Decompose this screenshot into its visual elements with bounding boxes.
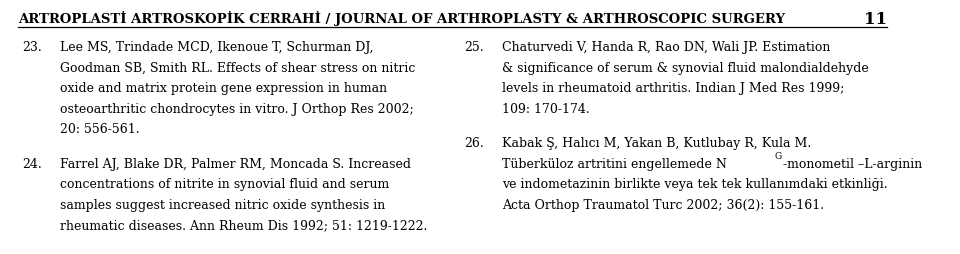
Text: osteoarthritic chondrocytes in vitro. J Orthop Res 2002;: osteoarthritic chondrocytes in vitro. J … bbox=[60, 102, 414, 115]
Text: 24.: 24. bbox=[22, 157, 41, 170]
Text: & significance of serum & synovial fluid malondialdehyde: & significance of serum & synovial fluid… bbox=[502, 61, 869, 74]
Text: Chaturvedi V, Handa R, Rao DN, Wali JP. Estimation: Chaturvedi V, Handa R, Rao DN, Wali JP. … bbox=[502, 41, 830, 54]
Text: 11: 11 bbox=[864, 11, 887, 28]
Text: 25.: 25. bbox=[465, 41, 484, 54]
Text: rheumatic diseases. Ann Rheum Dis 1992; 51: 1219-1222.: rheumatic diseases. Ann Rheum Dis 1992; … bbox=[60, 218, 427, 231]
Text: Tüberküloz artritini engellemede N: Tüberküloz artritini engellemede N bbox=[502, 157, 727, 170]
Text: G: G bbox=[775, 151, 782, 160]
Text: concentrations of nitrite in synovial fluid and serum: concentrations of nitrite in synovial fl… bbox=[60, 178, 389, 190]
Text: 23.: 23. bbox=[22, 41, 41, 54]
Text: Lee MS, Trindade MCD, Ikenoue T, Schurman DJ,: Lee MS, Trindade MCD, Ikenoue T, Schurma… bbox=[60, 41, 373, 54]
Text: Acta Orthop Traumatol Turc 2002; 36(2): 155-161.: Acta Orthop Traumatol Turc 2002; 36(2): … bbox=[502, 198, 825, 211]
Text: levels in rheumatoid arthritis. Indian J Med Res 1999;: levels in rheumatoid arthritis. Indian J… bbox=[502, 82, 845, 95]
Text: ve indometazinin birlikte veya tek tek kullanımdaki etkinliği.: ve indometazinin birlikte veya tek tek k… bbox=[502, 178, 888, 190]
Text: oxide and matrix protein gene expression in human: oxide and matrix protein gene expression… bbox=[60, 82, 387, 95]
Text: Goodman SB, Smith RL. Effects of shear stress on nitric: Goodman SB, Smith RL. Effects of shear s… bbox=[60, 61, 415, 74]
Text: 109: 170-174.: 109: 170-174. bbox=[502, 102, 590, 115]
Text: -monometil –L-arginin: -monometil –L-arginin bbox=[783, 157, 923, 170]
Text: 26.: 26. bbox=[465, 136, 484, 149]
Text: Kabak Ş, Halıcı M, Yakan B, Kutlubay R, Kula M.: Kabak Ş, Halıcı M, Yakan B, Kutlubay R, … bbox=[502, 136, 811, 149]
Text: Farrel AJ, Blake DR, Palmer RM, Moncada S. Increased: Farrel AJ, Blake DR, Palmer RM, Moncada … bbox=[60, 157, 411, 170]
Text: 20: 556-561.: 20: 556-561. bbox=[60, 123, 139, 136]
Text: samples suggest increased nitric oxide synthesis in: samples suggest increased nitric oxide s… bbox=[60, 198, 385, 211]
Text: G: G bbox=[775, 151, 782, 160]
Text: ARTROPLASTİ ARTROSKOPİK CERRAHİ / JOURNAL OF ARTHROPLASTY & ARTHROSCOPIC SURGERY: ARTROPLASTİ ARTROSKOPİK CERRAHİ / JOURNA… bbox=[18, 11, 785, 26]
